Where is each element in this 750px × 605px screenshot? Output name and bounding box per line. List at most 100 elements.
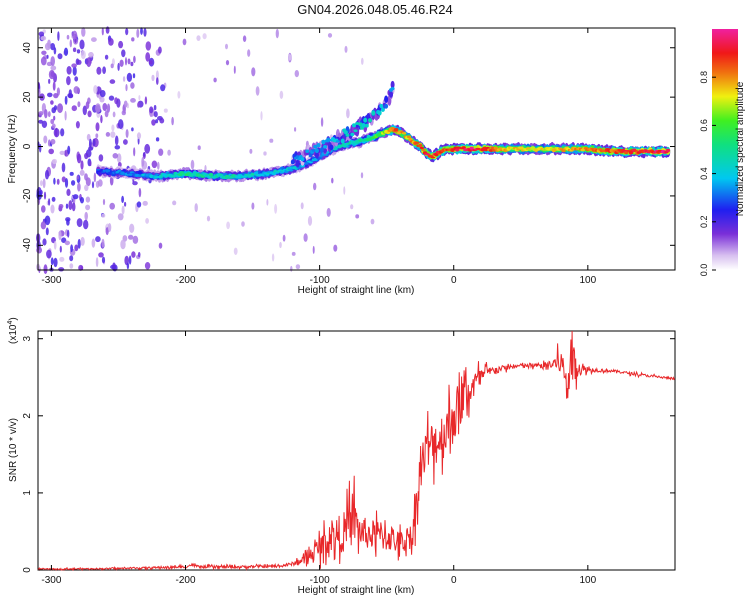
snr-panel: -300 -200 -100 0 100 0 1 2 3 Height of straight… xyxy=(7,317,676,596)
noise-cell xyxy=(133,147,136,157)
noise-cell xyxy=(63,47,69,56)
branch-cell xyxy=(323,144,327,149)
ridge-cell xyxy=(96,168,101,171)
ridge-cell xyxy=(430,156,436,159)
noise-cell xyxy=(77,101,81,108)
noise-cell xyxy=(157,161,160,170)
noise-cell xyxy=(84,152,89,160)
noise-cell xyxy=(40,36,47,41)
x-tick-label: 0 xyxy=(451,275,457,286)
noise-cell xyxy=(233,247,238,255)
svg-text:(x104): (x104) xyxy=(7,317,19,344)
noise-cell xyxy=(111,124,115,132)
noise-cell xyxy=(104,54,109,60)
noise-cell xyxy=(41,50,47,55)
noise-cell xyxy=(282,234,286,242)
noise-cell xyxy=(76,153,82,164)
noise-cell xyxy=(74,244,79,252)
branch-cell xyxy=(329,144,334,151)
noise-cell xyxy=(151,119,156,126)
noise-cell xyxy=(320,117,324,127)
ridge-cell xyxy=(186,172,191,175)
noise-cell xyxy=(91,238,96,248)
noise-cell xyxy=(172,200,177,206)
noise-cell xyxy=(69,171,74,176)
noise-cell xyxy=(73,86,80,94)
noise-cell xyxy=(163,108,168,113)
noise-cell xyxy=(83,219,89,230)
noise-cell xyxy=(158,46,162,54)
noise-cell xyxy=(36,246,42,254)
noise-cell xyxy=(69,39,73,48)
noise-cell xyxy=(50,43,56,51)
branch-cell xyxy=(358,122,363,127)
noise-cell xyxy=(124,201,127,207)
noise-cell xyxy=(95,133,99,138)
branch-cell xyxy=(323,148,327,154)
noise-cell xyxy=(38,111,44,116)
noise-cell xyxy=(66,219,70,226)
noise-cell xyxy=(326,207,331,217)
noise-cell xyxy=(93,172,97,183)
branch-cell xyxy=(335,140,340,143)
noise-cell xyxy=(84,184,89,191)
noise-cell xyxy=(96,66,102,75)
noise-cell xyxy=(102,66,106,74)
noise-cell xyxy=(128,234,134,240)
noise-cell xyxy=(64,240,71,246)
noise-cell xyxy=(119,59,124,67)
noise-cell xyxy=(67,145,71,155)
noise-cell xyxy=(109,202,115,210)
branch-cell xyxy=(355,121,360,126)
ridge-cell xyxy=(208,172,214,177)
noise-cell xyxy=(61,176,66,183)
snr-x-label: Height of straight line (km) xyxy=(298,585,415,596)
noise-cell xyxy=(72,194,79,200)
noise-cell xyxy=(66,66,72,75)
noise-cell xyxy=(48,69,55,80)
noise-cell xyxy=(118,40,124,49)
noise-cell xyxy=(59,256,65,262)
noise-cell xyxy=(70,244,73,253)
noise-cell xyxy=(87,110,92,118)
noise-cell xyxy=(149,106,154,114)
noise-cell xyxy=(182,38,187,46)
noise-cell xyxy=(81,27,86,37)
noise-cell xyxy=(255,86,260,96)
noise-cell xyxy=(109,79,116,84)
y-tick-label: 0 xyxy=(22,143,33,149)
branch-cell xyxy=(380,107,385,112)
branch-cell xyxy=(295,159,300,168)
noise-cell xyxy=(206,215,211,222)
noise-cell xyxy=(137,102,140,108)
y-tick-label: 20 xyxy=(22,91,33,103)
ridge-cell xyxy=(455,148,460,152)
noise-cell xyxy=(50,204,55,214)
noise-cell xyxy=(64,110,67,121)
spectrogram-y-ticks: -40 -20 0 20 40 xyxy=(22,42,675,253)
snr-y-label: SNR (10 * v/v) xyxy=(8,418,19,482)
noise-cell xyxy=(102,198,106,206)
noise-cell xyxy=(213,77,217,83)
noise-cell xyxy=(160,84,166,92)
ridge-cell xyxy=(313,157,318,162)
noise-cell xyxy=(112,153,119,159)
branch-cell xyxy=(355,126,360,137)
noise-cell xyxy=(57,53,63,60)
noise-cell xyxy=(126,72,133,82)
noise-cell xyxy=(307,215,313,226)
noise-cell xyxy=(153,105,157,111)
noise-cell xyxy=(226,221,231,230)
branch-cell xyxy=(305,149,310,154)
noise-cell xyxy=(82,105,88,116)
noise-cell xyxy=(89,161,92,167)
spectrogram-frame xyxy=(37,27,676,271)
branch-cell xyxy=(313,144,318,149)
branch-cell xyxy=(353,129,358,133)
noise-cell xyxy=(274,203,278,214)
ridge-cell xyxy=(469,146,474,150)
noise-cell xyxy=(125,129,129,138)
noise-cell xyxy=(271,253,275,262)
ridge-cell xyxy=(418,143,423,148)
